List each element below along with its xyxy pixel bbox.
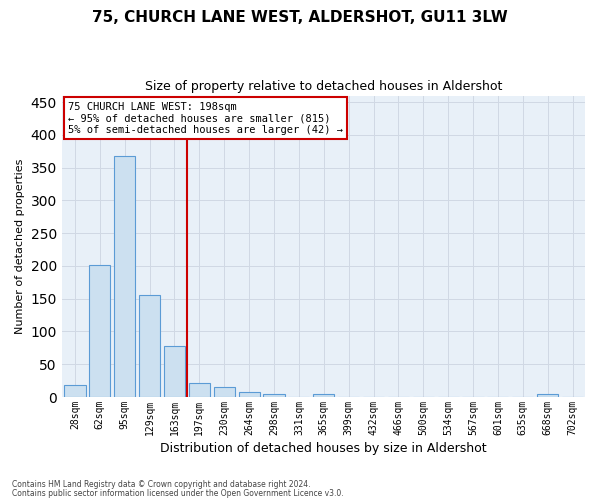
Bar [263, 394, 284, 397]
Text: 75, CHURCH LANE WEST, ALDERSHOT, GU11 3LW: 75, CHURCH LANE WEST, ALDERSHOT, GU11 3L… [92, 10, 508, 25]
Bar [139, 296, 160, 397]
Bar [239, 392, 260, 397]
Bar [189, 384, 210, 397]
Bar [89, 264, 110, 397]
Text: 75 CHURCH LANE WEST: 198sqm
← 95% of detached houses are smaller (815)
5% of sem: 75 CHURCH LANE WEST: 198sqm ← 95% of det… [68, 102, 343, 135]
X-axis label: Distribution of detached houses by size in Aldershot: Distribution of detached houses by size … [160, 442, 487, 455]
Bar [313, 394, 334, 397]
Title: Size of property relative to detached houses in Aldershot: Size of property relative to detached ho… [145, 80, 502, 93]
Bar [114, 156, 135, 397]
Bar [214, 387, 235, 397]
Bar [64, 385, 86, 397]
Bar [164, 346, 185, 397]
Bar [537, 394, 558, 397]
Text: Contains public sector information licensed under the Open Government Licence v3: Contains public sector information licen… [12, 488, 344, 498]
Text: Contains HM Land Registry data © Crown copyright and database right 2024.: Contains HM Land Registry data © Crown c… [12, 480, 311, 489]
Y-axis label: Number of detached properties: Number of detached properties [15, 158, 25, 334]
